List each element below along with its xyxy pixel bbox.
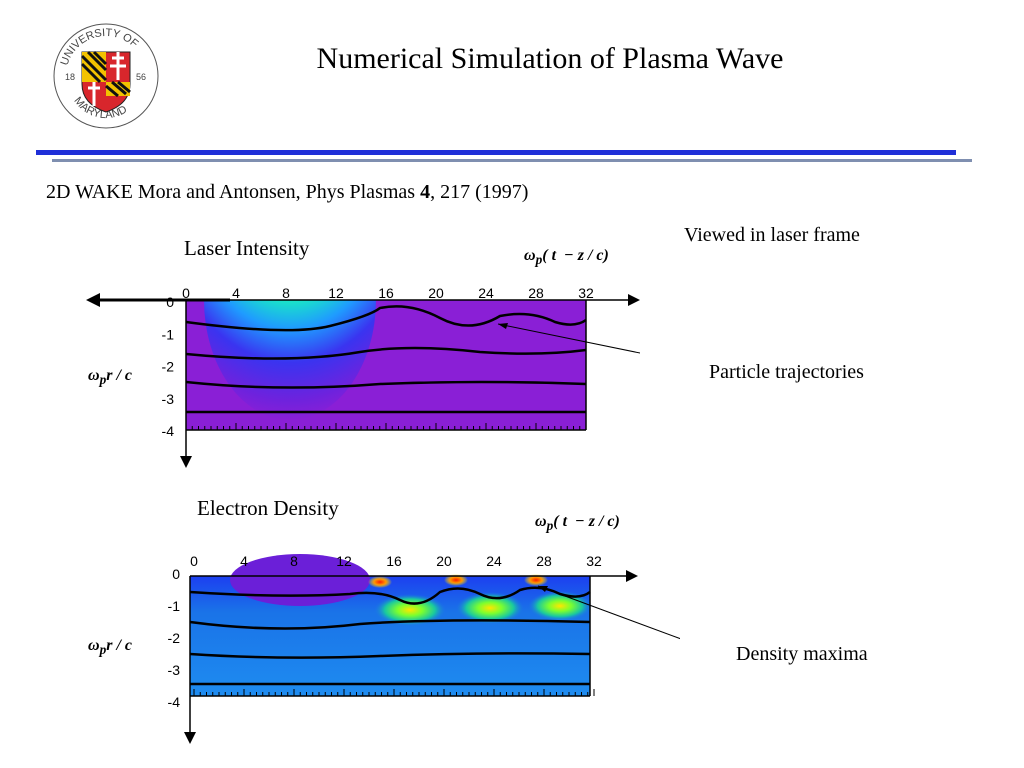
density-maximum — [368, 576, 392, 588]
laser-intensity-title: Laser Intensity — [184, 236, 310, 260]
citation: 2D WAKE Mora and Antonsen, Phys Plasmas … — [46, 181, 528, 204]
y-tick-label: -4 — [162, 423, 175, 439]
x-tick-label: 4 — [232, 285, 240, 301]
x-tick-label: 32 — [586, 553, 602, 569]
x-tick-label: 20 — [436, 553, 452, 569]
university-logo: UNIVERSITY OF MARYLAND 18 56 — [52, 22, 160, 130]
logo-year-right: 56 — [136, 72, 146, 82]
top-x-axis-label: ωp( t − z / c) — [524, 247, 609, 268]
laser-pulse — [204, 280, 376, 420]
x-tick-label: 24 — [486, 553, 502, 569]
trajectory-1 — [185, 305, 587, 332]
laser-intensity-plot: 0 4 8 12 16 20 24 28 32 0 -1 -2 -3 -4 — [86, 280, 640, 470]
x-tick-label: 0 — [182, 285, 190, 301]
bottom-x-axis-label: ωp( t − z / c) — [535, 513, 620, 534]
y-tick-label: -1 — [168, 598, 181, 614]
y-tick-label: 0 — [166, 294, 174, 310]
density-cavity — [230, 554, 370, 606]
maryland-seal-icon: UNIVERSITY OF MARYLAND 18 56 — [53, 23, 159, 129]
y-tick-label: -3 — [168, 662, 181, 678]
x-tick-label: 12 — [336, 553, 352, 569]
trajectory-2 — [185, 346, 587, 360]
x-tick-label: 20 — [428, 285, 444, 301]
x-tick-label: 12 — [328, 285, 344, 301]
title-rule — [36, 150, 956, 155]
y-tick-label: -1 — [162, 326, 175, 342]
y-tick-label: 0 — [172, 566, 180, 582]
trajectory-2 — [189, 619, 591, 630]
top-y-axis-label: ωpr / c — [88, 367, 133, 388]
x-tick-label: 0 — [190, 553, 198, 569]
x-tick-label: 16 — [378, 285, 394, 301]
electron-density-title: Electron Density — [197, 496, 339, 520]
bottom-bottom-ticks — [193, 689, 595, 696]
citation-prefix: 2D WAKE Mora and Antonsen, Phys Plasmas — [46, 181, 421, 203]
x-tick-label: 28 — [528, 285, 544, 301]
x-tick-label: 24 — [478, 285, 494, 301]
citation-volume: 4 — [420, 181, 431, 203]
citation-suffix: , 217 (1997) — [430, 181, 529, 203]
density-maximum — [524, 574, 548, 586]
viewed-note: Viewed in laser frame — [684, 224, 860, 246]
x-tick-label: 16 — [386, 553, 402, 569]
top-bottom-ticks — [185, 423, 587, 430]
x-tick-label: 8 — [290, 553, 298, 569]
electron-density-plot: 0 4 8 12 16 20 24 28 32 0 -1 -2 -3 -4 — [168, 553, 680, 744]
slide-title: Numerical Simulation of Plasma Wave — [316, 42, 784, 75]
particle-trajectories-label: Particle trajectories — [709, 361, 864, 383]
x-tick-label: 32 — [578, 285, 594, 301]
y-tick-label: -3 — [162, 391, 175, 407]
y-tick-label: -2 — [168, 630, 181, 646]
title-rule-shadow — [52, 159, 972, 162]
y-tick-label: -2 — [162, 359, 175, 375]
x-tick-label: 28 — [536, 553, 552, 569]
logo-year-left: 18 — [65, 72, 75, 82]
x-tick-label: 8 — [282, 285, 290, 301]
trajectory-3 — [189, 652, 591, 659]
bottom-y-axis-label: ωpr / c — [88, 637, 133, 658]
trajectory-3 — [185, 380, 587, 389]
density-maxima-label: Density maxima — [736, 643, 868, 665]
x-tick-label: 4 — [240, 553, 248, 569]
y-tick-label: -4 — [168, 694, 181, 710]
density-maximum — [444, 574, 468, 586]
